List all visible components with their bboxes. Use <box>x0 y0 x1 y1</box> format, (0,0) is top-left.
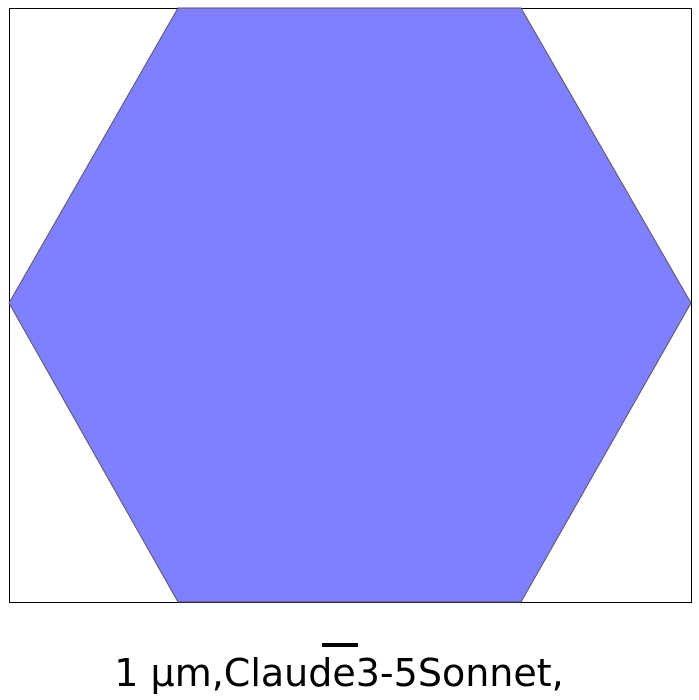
caption: 1 μm,Claude3-5Sonnet, <box>114 651 563 695</box>
caption-overline <box>322 643 358 647</box>
hexagon-shape <box>8 7 692 603</box>
